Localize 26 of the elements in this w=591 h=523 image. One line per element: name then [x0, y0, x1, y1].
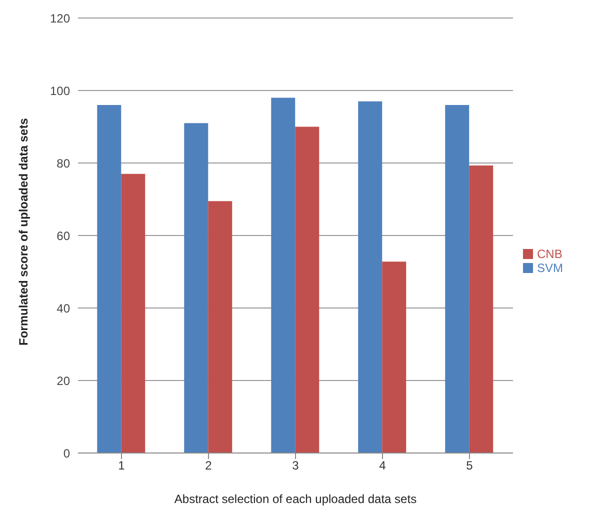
bar: [382, 262, 406, 453]
legend-label: SVM: [536, 260, 563, 274]
bar: [97, 105, 122, 453]
y-tick-label: 60: [56, 228, 70, 243]
x-tick-label: 4: [379, 458, 386, 473]
x-tick-label: 5: [466, 458, 474, 473]
bar: [121, 174, 146, 453]
bar: [295, 126, 320, 453]
y-tick-label: 100: [50, 84, 70, 98]
bar: [469, 166, 494, 453]
x-tick-label: 2: [205, 458, 212, 473]
y-tick-label: 40: [56, 301, 70, 316]
bar: [271, 98, 296, 453]
y-tick-label: 0: [63, 446, 70, 460]
bar: [184, 123, 208, 453]
bar: [208, 201, 232, 453]
x-tick-label: 3: [292, 458, 300, 473]
y-tick-label: 80: [56, 156, 70, 170]
bar: [358, 101, 382, 453]
x-tick-label: 1: [118, 458, 126, 473]
y-tick-label: 120: [50, 11, 70, 26]
legend-label: CNB: [536, 246, 562, 260]
bar: [445, 105, 470, 453]
y-tick-label: 20: [56, 374, 70, 388]
y-axis-title: Formulated score of uploaded data sets: [16, 118, 30, 346]
x-axis-title: Abstract selection of each uploaded data sets: [174, 492, 417, 506]
